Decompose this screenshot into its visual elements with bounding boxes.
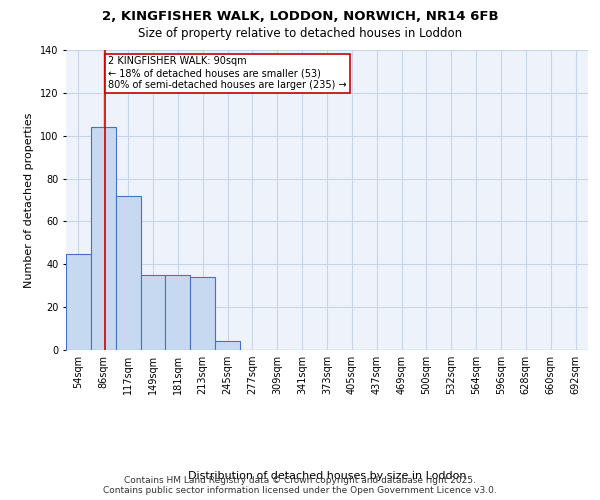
Bar xyxy=(116,196,140,350)
Bar xyxy=(91,127,116,350)
Text: Size of property relative to detached houses in Loddon: Size of property relative to detached ho… xyxy=(138,28,462,40)
Bar xyxy=(166,275,190,350)
X-axis label: Distribution of detached houses by size in Loddon: Distribution of detached houses by size … xyxy=(188,471,466,481)
Y-axis label: Number of detached properties: Number of detached properties xyxy=(25,112,34,288)
Bar xyxy=(215,342,240,350)
Bar xyxy=(190,277,215,350)
Bar xyxy=(66,254,91,350)
Text: 2 KINGFISHER WALK: 90sqm
← 18% of detached houses are smaller (53)
80% of semi-d: 2 KINGFISHER WALK: 90sqm ← 18% of detach… xyxy=(108,56,347,90)
Bar xyxy=(140,275,166,350)
Text: 2, KINGFISHER WALK, LODDON, NORWICH, NR14 6FB: 2, KINGFISHER WALK, LODDON, NORWICH, NR1… xyxy=(101,10,499,23)
Text: Contains HM Land Registry data © Crown copyright and database right 2025.
Contai: Contains HM Land Registry data © Crown c… xyxy=(103,476,497,495)
